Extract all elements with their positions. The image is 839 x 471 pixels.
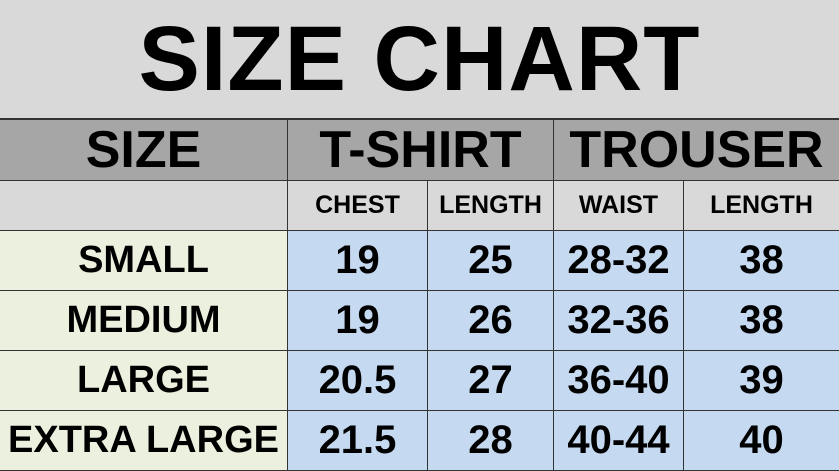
trouser-length-value: 39 <box>684 351 839 411</box>
subheader-tshirt-length: LENGTH <box>428 181 554 231</box>
header-size: SIZE <box>0 120 288 181</box>
subheader-empty <box>0 181 288 231</box>
trouser-length-value: 38 <box>684 291 839 351</box>
tshirt-length-value: 25 <box>428 231 554 291</box>
chest-value: 19 <box>288 291 428 351</box>
page-title: SIZE CHART <box>0 0 839 120</box>
trouser-length-value: 38 <box>684 231 839 291</box>
subheader-waist: WAIST <box>554 181 684 231</box>
chest-value: 21.5 <box>288 411 428 471</box>
size-label: LARGE <box>0 351 288 411</box>
header-trouser: TROUSER <box>554 120 839 181</box>
waist-value: 40-44 <box>554 411 684 471</box>
size-label: EXTRA LARGE <box>0 411 288 471</box>
chest-value: 20.5 <box>288 351 428 411</box>
waist-value: 32-36 <box>554 291 684 351</box>
header-tshirt: T-SHIRT <box>288 120 554 181</box>
size-label: SMALL <box>0 231 288 291</box>
tshirt-length-value: 26 <box>428 291 554 351</box>
tshirt-length-value: 27 <box>428 351 554 411</box>
waist-value: 36-40 <box>554 351 684 411</box>
subheader-trouser-length: LENGTH <box>684 181 839 231</box>
size-label: MEDIUM <box>0 291 288 351</box>
tshirt-length-value: 28 <box>428 411 554 471</box>
trouser-length-value: 40 <box>684 411 839 471</box>
waist-value: 28-32 <box>554 231 684 291</box>
chest-value: 19 <box>288 231 428 291</box>
subheader-chest: CHEST <box>288 181 428 231</box>
